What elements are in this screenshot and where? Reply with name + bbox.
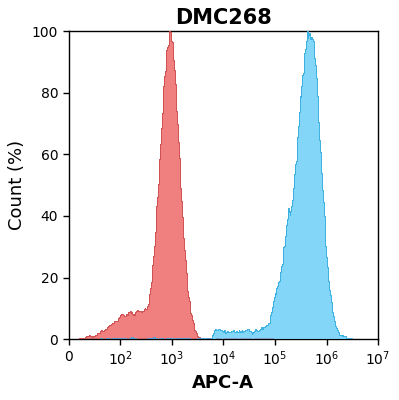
Polygon shape [69,338,378,339]
Title: DMC268: DMC268 [175,8,272,28]
X-axis label: APC-A: APC-A [192,374,255,392]
Polygon shape [69,31,378,339]
Y-axis label: Count (%): Count (%) [8,140,26,230]
Polygon shape [69,31,378,339]
